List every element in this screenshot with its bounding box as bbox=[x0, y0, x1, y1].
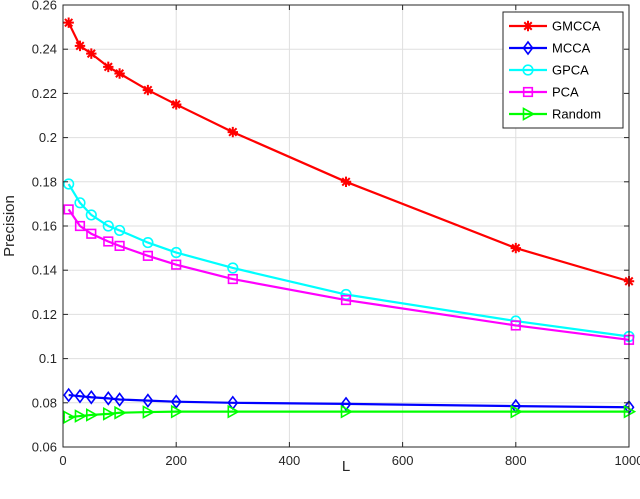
gmcca-point bbox=[142, 84, 154, 96]
legend-label-pca: PCA bbox=[552, 85, 579, 100]
random-point bbox=[227, 404, 240, 419]
mcca-point bbox=[102, 391, 114, 406]
gmcca-point bbox=[227, 126, 238, 138]
series-mcca bbox=[63, 387, 635, 415]
pca-point bbox=[63, 204, 74, 215]
pca-point bbox=[227, 273, 238, 285]
pca-point bbox=[86, 228, 97, 239]
x-tick-label: 600 bbox=[392, 453, 414, 468]
y-tick-label: 0.16 bbox=[32, 219, 57, 234]
gmcca-point bbox=[340, 176, 352, 187]
mcca-point bbox=[63, 387, 75, 403]
legend-marker-mcca bbox=[522, 40, 534, 56]
gpca-point bbox=[227, 262, 239, 274]
y-tick-label: 0.1 bbox=[39, 351, 57, 366]
gpca-point bbox=[85, 209, 97, 221]
series-layer bbox=[63, 17, 637, 425]
x-tick-label: 1000 bbox=[615, 453, 640, 468]
legend-label-random: Random bbox=[552, 107, 601, 122]
random-point bbox=[170, 404, 184, 419]
tick-labels: 0 200 400 600 800 1000 0.06 0.08 0.1 0.12 0.14 0.16… bbox=[32, 0, 640, 468]
gmcca-point bbox=[86, 48, 97, 59]
gpca-point bbox=[63, 178, 75, 190]
legend-item-pca: PCA bbox=[509, 85, 579, 100]
gpca-point bbox=[142, 236, 154, 249]
pca-point bbox=[171, 259, 182, 270]
y-tick-label: 0.18 bbox=[32, 174, 57, 189]
legend-marker-pca bbox=[522, 86, 534, 98]
y-tick-label: 0.12 bbox=[32, 307, 57, 322]
y-tick-label: 0.14 bbox=[32, 263, 57, 278]
legend-marker-gmcca bbox=[522, 20, 534, 32]
mcca-point bbox=[85, 389, 97, 405]
mcca-point bbox=[114, 392, 126, 407]
legend-item-gpca: GPCA bbox=[509, 63, 589, 78]
grid-lines bbox=[62, 4, 630, 448]
x-tick-label: 400 bbox=[279, 453, 301, 468]
gmcca-point bbox=[114, 68, 125, 79]
legend-label-gpca: GPCA bbox=[552, 63, 589, 78]
gmcca-point bbox=[171, 99, 182, 110]
gmcca-point bbox=[74, 40, 86, 52]
gpca-point bbox=[102, 220, 114, 232]
legend-item-random: Random bbox=[509, 107, 601, 122]
series-random bbox=[63, 404, 637, 425]
legend-item-gmcca: GMCCA bbox=[509, 19, 601, 34]
x-axis-label: L bbox=[342, 458, 350, 475]
pca-point bbox=[103, 236, 114, 247]
x-tick-label: 800 bbox=[505, 453, 527, 468]
y-tick-label: 0.22 bbox=[32, 86, 57, 101]
gmcca-point bbox=[103, 61, 114, 73]
random-point bbox=[63, 410, 76, 425]
gpca-point bbox=[74, 197, 86, 209]
random-point bbox=[510, 404, 523, 419]
x-tick-label: 0 bbox=[59, 453, 66, 468]
gmcca-point bbox=[510, 242, 521, 254]
y-tick-label: 0.24 bbox=[32, 42, 57, 57]
gmcca-point bbox=[63, 17, 74, 28]
legend-marker-gpca bbox=[522, 64, 534, 76]
random-point bbox=[86, 408, 99, 422]
pca-point bbox=[340, 294, 352, 306]
series-pca bbox=[63, 204, 635, 345]
legend-item-mcca: MCCA bbox=[509, 41, 591, 56]
y-tick-label: 0.06 bbox=[32, 440, 57, 455]
y-tick-label: 0.08 bbox=[32, 395, 57, 410]
pca-point bbox=[74, 220, 86, 232]
random-point bbox=[142, 405, 156, 419]
pca-point bbox=[114, 240, 125, 251]
mcca-point bbox=[170, 394, 182, 410]
gpca-point bbox=[170, 246, 182, 259]
gpca-point bbox=[113, 224, 126, 237]
y-tick-label: 0.26 bbox=[32, 0, 57, 13]
legend: GMCCA MCCA GPCA PCA Random bbox=[502, 11, 624, 129]
x-tick-label: 200 bbox=[165, 453, 187, 468]
pca-point bbox=[142, 250, 154, 261]
mcca-point bbox=[142, 393, 154, 408]
legend-label-gmcca: GMCCA bbox=[552, 19, 601, 34]
y-tick-label: 0.2 bbox=[39, 130, 57, 145]
series-gmcca bbox=[63, 17, 635, 287]
legend-marker-random bbox=[522, 107, 536, 121]
random-point bbox=[102, 406, 116, 421]
random-point bbox=[114, 405, 127, 420]
random-point bbox=[340, 404, 354, 419]
y-axis-label: Precision bbox=[1, 195, 18, 257]
legend-label-mcca: MCCA bbox=[552, 41, 591, 56]
mcca-point bbox=[74, 388, 86, 404]
axis-ticks bbox=[62, 4, 630, 448]
mcca-point bbox=[340, 396, 352, 412]
random-point bbox=[74, 409, 88, 423]
pca-point bbox=[510, 320, 521, 331]
